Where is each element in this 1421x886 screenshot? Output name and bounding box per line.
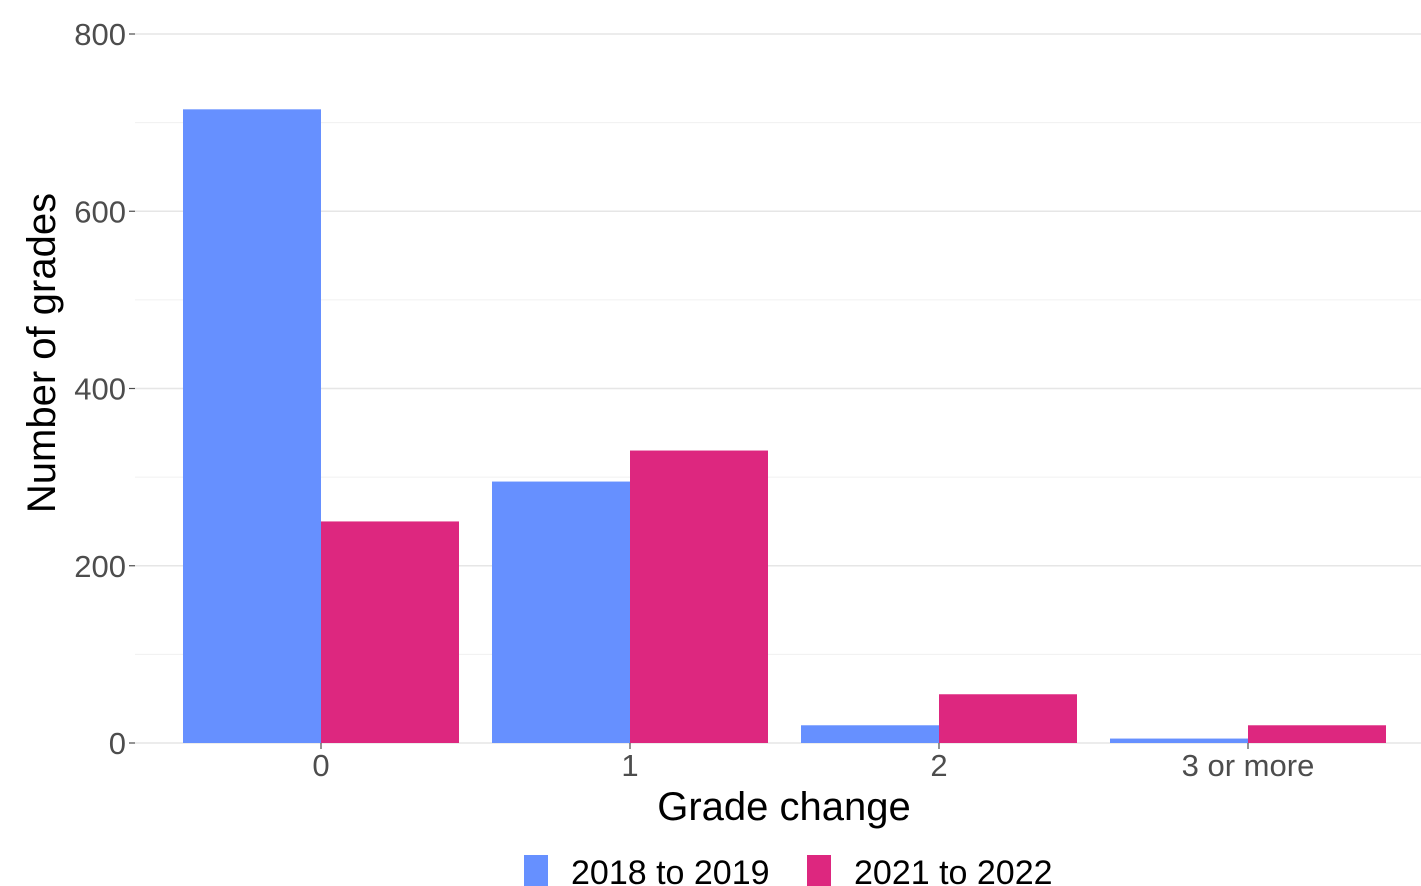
legend-label: 2018 to 2019 xyxy=(571,854,770,886)
x-tick-label: 1 xyxy=(621,748,638,783)
y-tick-label: 800 xyxy=(74,17,126,52)
bar xyxy=(321,521,459,743)
x-axis-title: Grade change xyxy=(657,785,911,829)
bars xyxy=(183,109,1386,744)
y-tick-label: 0 xyxy=(109,726,126,761)
y-axis-title: Number of grades xyxy=(20,193,64,513)
bar xyxy=(1110,738,1248,743)
y-tick-label: 200 xyxy=(74,549,126,584)
legend-label: 2021 to 2022 xyxy=(854,854,1053,886)
x-tick-label: 2 xyxy=(930,748,947,783)
x-tick-label: 0 xyxy=(312,748,329,783)
bar xyxy=(183,109,321,744)
y-axis-ticks: 0 200 400 600 800 xyxy=(74,17,135,761)
legend: 2018 to 2019 2021 to 2022 xyxy=(524,854,1053,886)
legend-swatch xyxy=(524,855,548,886)
y-tick-label: 600 xyxy=(74,194,126,229)
bar xyxy=(939,694,1077,743)
bar xyxy=(630,450,768,743)
x-tick-label: 3 or more xyxy=(1182,748,1315,783)
bar xyxy=(1248,725,1386,743)
y-tick-label: 400 xyxy=(74,372,126,407)
bar xyxy=(801,725,939,743)
bar xyxy=(492,481,630,743)
x-axis-ticks: 0 1 2 3 or more xyxy=(312,743,1314,783)
legend-swatch xyxy=(807,855,831,886)
